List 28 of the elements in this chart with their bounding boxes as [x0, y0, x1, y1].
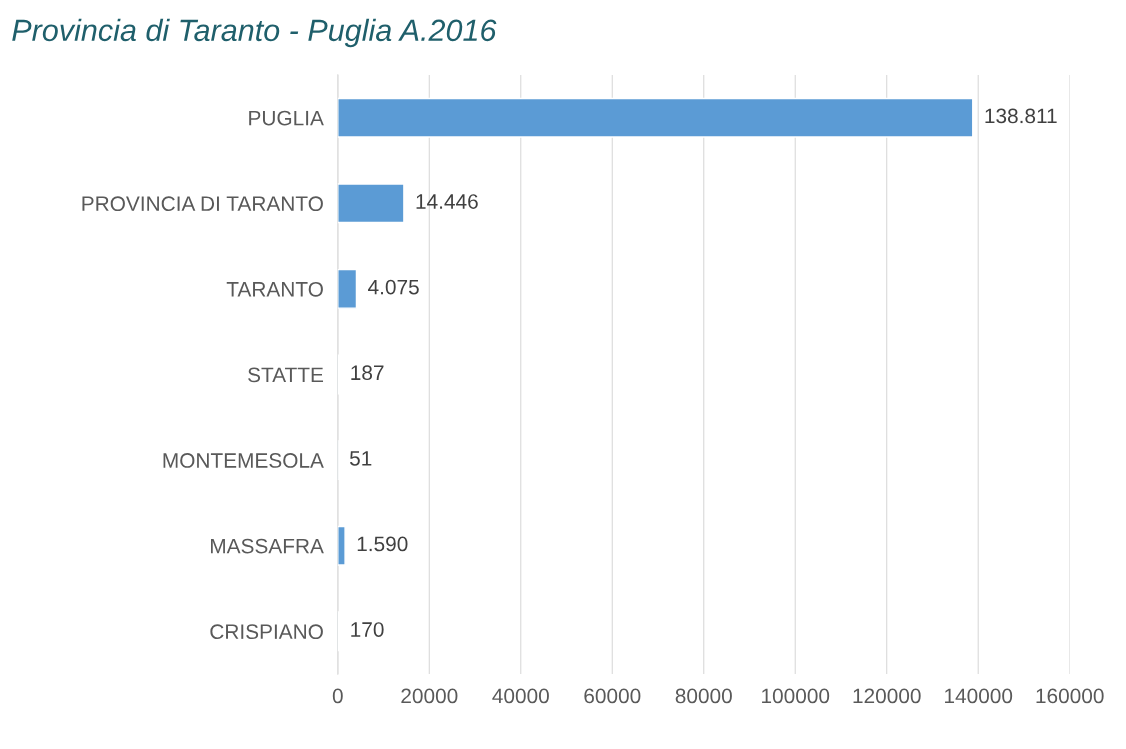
bar: [337, 97, 974, 138]
data-label: 170: [351, 622, 384, 637]
x-tick-label: 0: [332, 688, 343, 704]
y-tick-label: PROVINCIA DI TARANTO: [82, 196, 323, 212]
bar: [337, 183, 405, 224]
data-label: 51: [349, 451, 372, 466]
y-tick-label: MASSAFRA: [211, 538, 324, 554]
data-label: 14.446: [416, 194, 478, 209]
y-tick-label: TARANTO: [226, 281, 323, 297]
data-label: 4.075: [368, 279, 419, 295]
bar: [337, 525, 346, 566]
x-tick-label: 20000: [401, 688, 458, 704]
chart-title: Provincia di Taranto - Puglia A.2016: [12, 18, 497, 48]
bar: [337, 268, 358, 309]
x-tick-label: 100000: [762, 688, 830, 704]
y-tick-label: MONTEMESOLA: [163, 453, 324, 468]
data-label: 1.590: [357, 536, 408, 552]
x-tick-label: 120000: [853, 688, 921, 704]
y-tick-label: CRISPIANO: [210, 624, 323, 640]
data-label: 138.811: [985, 108, 1057, 124]
y-tick-label: STATTE: [248, 367, 324, 383]
x-tick-label: 160000: [1036, 688, 1104, 704]
x-tick-label: 40000: [492, 688, 549, 704]
x-tick-label: 60000: [584, 688, 641, 704]
x-tick-label: 80000: [675, 688, 732, 704]
data-label: 187: [351, 365, 384, 381]
x-tick-label: 140000: [945, 688, 1013, 704]
y-tick-label: PUGLIA: [249, 110, 324, 126]
